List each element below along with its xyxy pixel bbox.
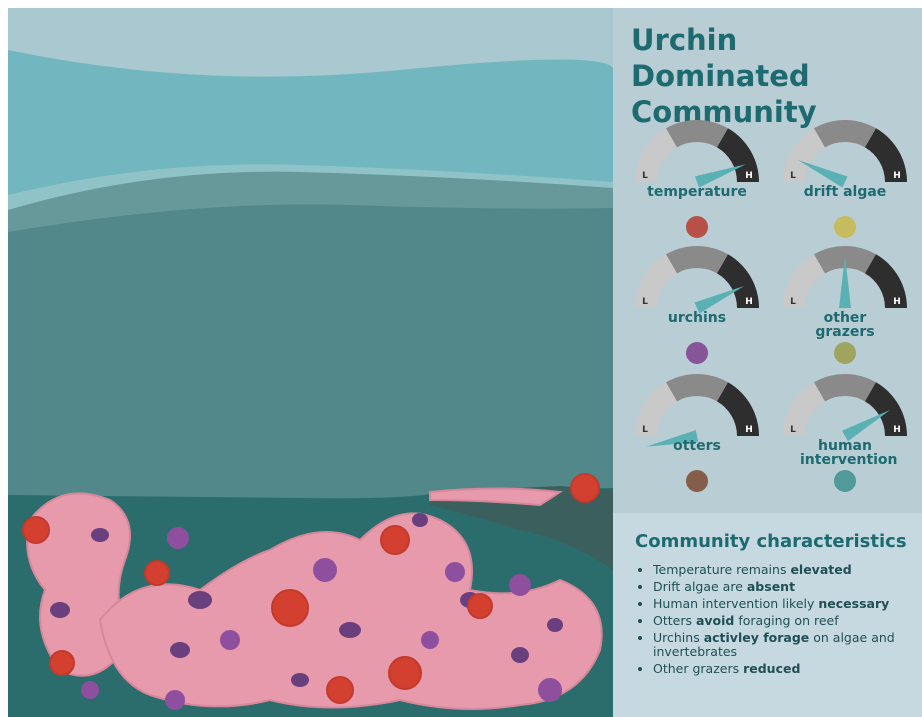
characteristic: Drift algae are absent	[653, 580, 922, 594]
characteristic: Other grazers reduced	[653, 662, 922, 676]
gauge-high-label: H	[745, 171, 753, 181]
text: Otters	[653, 613, 696, 628]
gauge-icon	[686, 342, 708, 364]
text: Urchins	[653, 630, 704, 645]
gauge-low-label: L	[642, 171, 648, 181]
gauge-high-label: H	[893, 171, 901, 181]
gauge-needle	[842, 410, 890, 441]
characteristics: Community characteristics Temperature re…	[613, 513, 922, 717]
gauge-icon	[686, 216, 708, 238]
emphasis: absent	[747, 579, 795, 594]
characteristic: Urchins activley forage on algae and inv…	[653, 631, 922, 659]
gauge-mid	[666, 374, 728, 401]
gauge-high-label: H	[745, 297, 753, 307]
gauge-high-label: H	[893, 297, 901, 307]
gauge-low-label: L	[642, 297, 648, 307]
gauges: L H L H L H L H L H L H	[613, 8, 922, 508]
characteristic: Temperature remains elevated	[653, 563, 922, 577]
gauge-icon	[686, 470, 708, 492]
text: Temperature remains	[653, 562, 790, 577]
text: Other grazers	[653, 661, 743, 676]
gauge-icon	[834, 470, 856, 492]
text: Human intervention likely	[653, 596, 818, 611]
gauge-low-label: L	[790, 297, 796, 307]
emphasis: elevated	[790, 562, 851, 577]
gauge-low-label: L	[790, 425, 796, 435]
text: foraging on reef	[734, 613, 838, 628]
emphasis: necessary	[818, 596, 889, 611]
emphasis: avoid	[696, 613, 734, 628]
text: Drift algae are	[653, 579, 747, 594]
gauge-label: temperature	[642, 185, 752, 199]
gauge-mid	[814, 120, 876, 147]
gauge-mid	[666, 120, 728, 147]
gauge-icon	[834, 342, 856, 364]
gauge-label: urchins	[642, 311, 752, 325]
gauge-label: human intervention	[800, 439, 890, 467]
gauge-high-label: H	[745, 425, 753, 435]
gauge-low-label: L	[642, 425, 648, 435]
characteristic: Human intervention likely necessary	[653, 597, 922, 611]
gauge-label: drift algae	[790, 185, 900, 199]
gauge-high-label: H	[893, 425, 901, 435]
gauge-mid	[666, 246, 728, 273]
emphasis: activley forage	[704, 630, 810, 645]
gauge-label: otters	[642, 439, 752, 453]
characteristics-heading: Community characteristics	[635, 531, 907, 552]
gauge-label: other grazers	[800, 311, 890, 339]
characteristics-list: Temperature remains elevated Drift algae …	[641, 563, 922, 679]
gauge-low-label: L	[790, 171, 796, 181]
gauge-icon	[834, 216, 856, 238]
illustration	[0, 0, 613, 717]
emphasis: reduced	[743, 661, 800, 676]
gauge-mid	[814, 374, 876, 401]
characteristic: Otters avoid foraging on reef	[653, 614, 922, 628]
page: Urchin Dominated Community LHLHLHLHLHLH …	[0, 0, 922, 717]
